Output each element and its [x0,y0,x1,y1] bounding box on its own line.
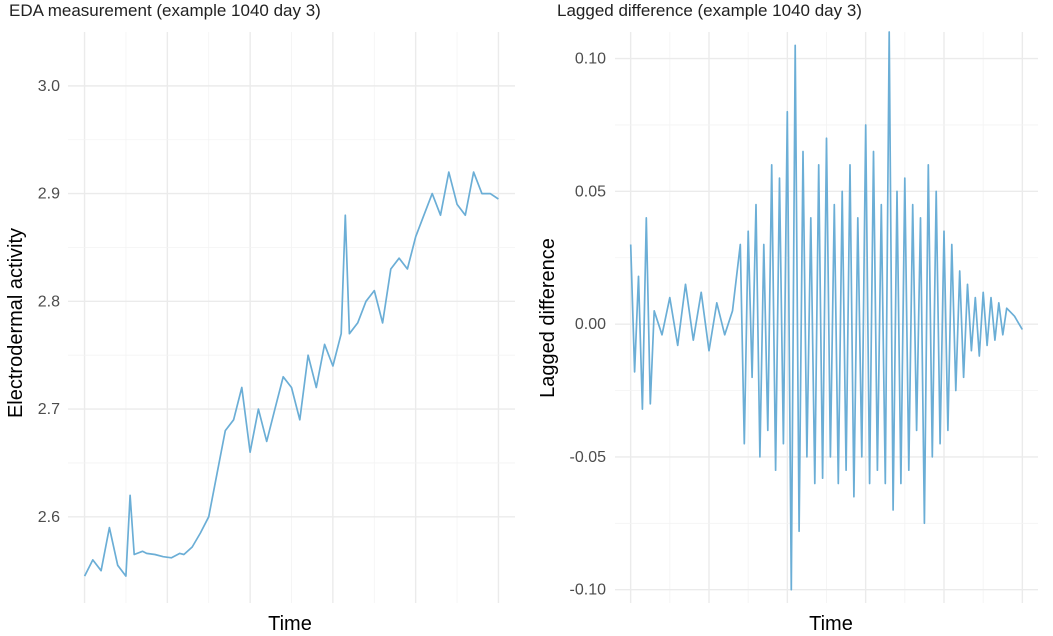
eda-y-tick-label: 2.9 [38,186,60,203]
lagged-y-tick-label: 0.00 [575,316,606,333]
lagged-y-tick-label: 0.10 [575,51,606,68]
eda-y-axis-label: Electrodermal activity [5,228,27,418]
lagged-y-ticks: -0.10 -0.05 0.00 0.05 0.10 [570,51,607,599]
lagged-y-axis-label: Lagged difference [537,238,559,398]
eda-y-tick-label: 3.0 [38,78,60,95]
eda-y-tick-label: 2.6 [38,509,60,526]
eda-y-tick-label: 2.7 [38,401,60,418]
eda-x-axis-label: Time [268,613,312,635]
eda-series-line [83,171,499,577]
eda-chart-title: EDA measurement (example 1040 day 3) [9,1,321,20]
eda-grid [68,32,515,603]
lagged-y-tick-label: -0.10 [570,582,607,599]
lagged-chart-title: Lagged difference (example 1040 day 3) [557,1,862,20]
eda-series [83,171,499,577]
lagged-x-axis-label: Time [809,613,853,635]
eda-y-tick-label: 2.8 [38,293,60,310]
lagged-y-tick-label: 0.05 [575,183,606,200]
eda-y-ticks: 2.6 2.7 2.8 2.9 3.0 [38,78,60,526]
lagged-diff-panel: Lagged difference (example 1040 day 3) -… [537,1,1038,635]
lagged-y-tick-label: -0.05 [570,449,607,466]
lagged-series-line [629,31,1024,591]
lagged-grid [615,32,1038,603]
lagged-series [629,31,1024,591]
eda-panel: EDA measurement (example 1040 day 3) 2.6… [5,1,515,635]
